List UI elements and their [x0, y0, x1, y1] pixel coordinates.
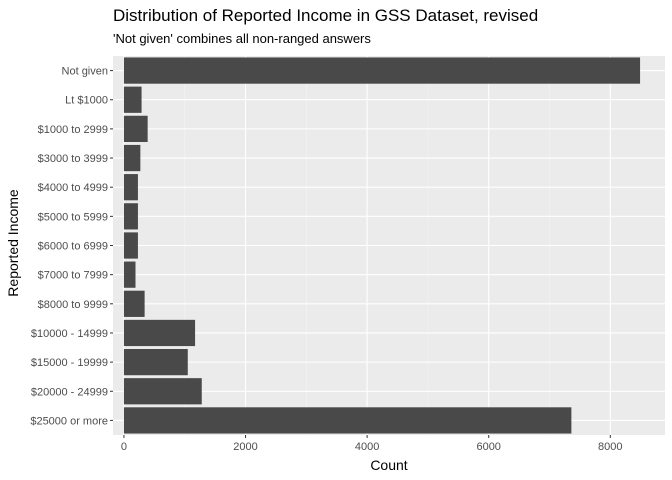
y-tick-label: $4000 to 4999 [38, 182, 108, 194]
x-tick-labels: 0 2000 4000 6000 8000 [121, 435, 623, 453]
y-tick-label: $8000 to 9999 [38, 299, 108, 311]
bar [123, 174, 138, 201]
y-tick-label: $3000 to 3999 [38, 153, 108, 165]
bar [123, 378, 202, 405]
bars [123, 57, 641, 434]
x-axis-title: Count [370, 457, 407, 473]
chart-title: Distribution of Reported Income in GSS D… [113, 6, 538, 25]
y-tick-label: $10000 - 14999 [31, 328, 108, 340]
y-tick-label: $5000 to 5999 [38, 211, 108, 223]
y-tick-label: $1000 to 2999 [38, 124, 108, 136]
bar [123, 115, 148, 143]
x-tick-label: 4000 [355, 441, 379, 453]
y-tick-label: Not given [62, 66, 108, 78]
bar [123, 203, 138, 230]
bar [123, 261, 136, 288]
bar [123, 348, 188, 376]
y-tick-label: $15000 - 19999 [31, 357, 108, 369]
y-tick-label: $20000 - 24999 [31, 386, 108, 398]
bar [123, 86, 142, 113]
bar [123, 57, 641, 84]
bar [123, 144, 141, 172]
x-tick-label: 6000 [476, 441, 500, 453]
bar [123, 290, 145, 317]
bar [123, 232, 138, 259]
y-tick-label: $6000 to 6999 [38, 241, 108, 253]
y-tick-label: $25000 or more [30, 415, 108, 427]
y-tick-label: Lt $1000 [65, 95, 108, 107]
y-axis-title: Reported Income [5, 189, 21, 297]
chart-subtitle: 'Not given' combines all non-ranged answ… [113, 31, 371, 46]
x-tick-label: 0 [121, 441, 127, 453]
bar [123, 407, 572, 434]
x-tick-label: 2000 [233, 441, 257, 453]
y-tick-label: $7000 to 7999 [38, 270, 108, 282]
x-tick-label: 8000 [598, 441, 622, 453]
y-tick-labels: Not given Lt $1000 $1000 to 2999 $3000 to 3… [30, 66, 113, 427]
bar [123, 319, 196, 347]
